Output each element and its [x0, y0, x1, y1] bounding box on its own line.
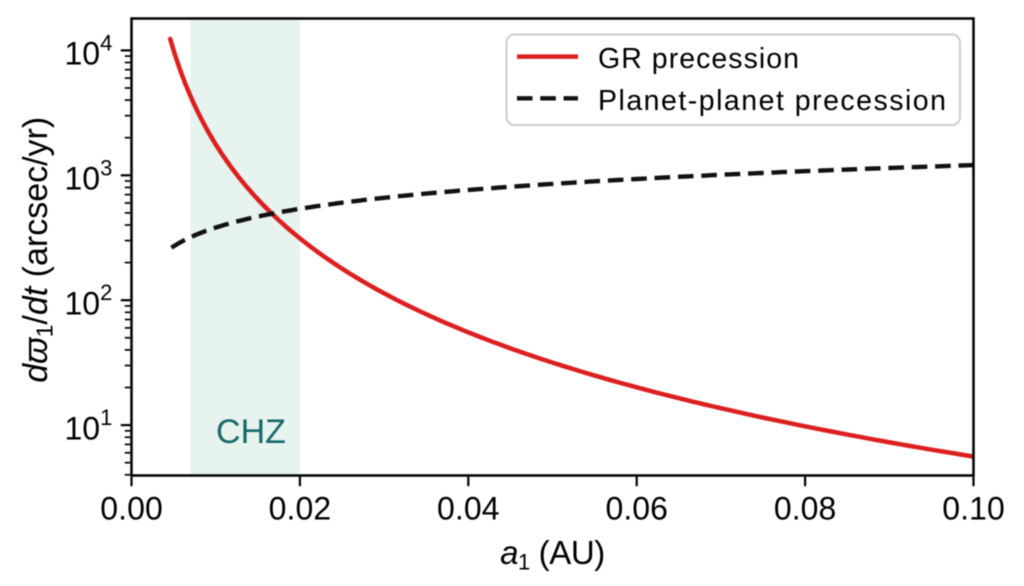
svg-text:0.08: 0.08 — [774, 491, 837, 527]
svg-text:101: 101 — [65, 405, 113, 446]
svg-text:0.02: 0.02 — [269, 491, 332, 527]
svg-text:Planet-planet precession: Planet-planet precession — [598, 85, 946, 117]
svg-text:dϖ1/dt (arcsec/yr): dϖ1/dt (arcsec/yr) — [17, 117, 58, 383]
svg-text:0.04: 0.04 — [437, 491, 500, 527]
svg-text:GR precession: GR precession — [598, 43, 799, 75]
svg-text:0.00: 0.00 — [100, 491, 163, 527]
svg-text:a1 (AU): a1 (AU) — [500, 534, 605, 575]
svg-text:CHZ: CHZ — [216, 413, 286, 451]
svg-text:0.06: 0.06 — [605, 491, 668, 527]
svg-text:0.10: 0.10 — [942, 491, 1005, 527]
